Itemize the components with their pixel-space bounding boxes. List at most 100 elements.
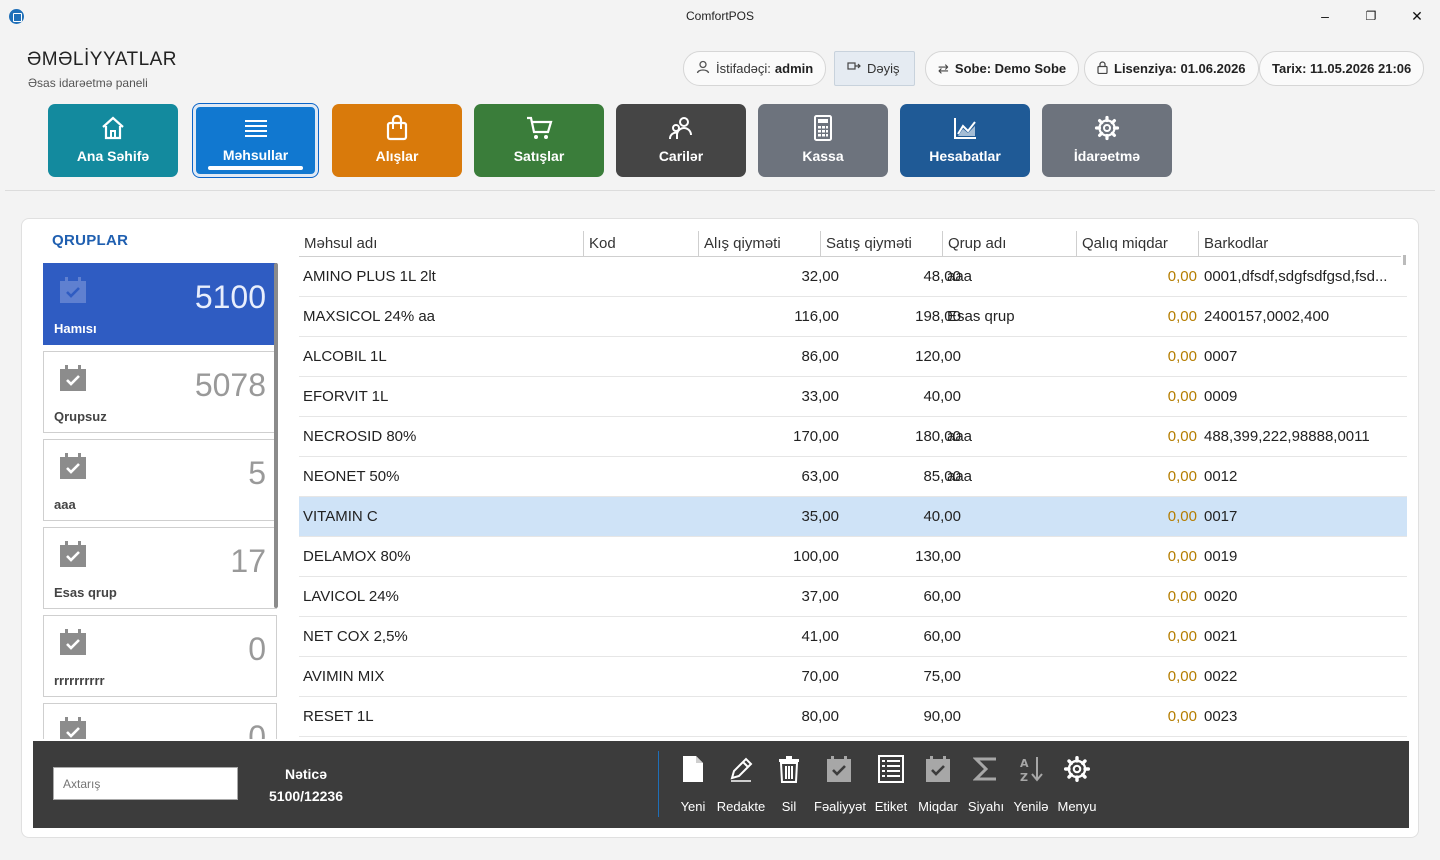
date-label: Tarix: 11.05.2026 21:06 [1272, 61, 1412, 76]
tool-label: Fəaliyyət [814, 799, 867, 814]
tool-button-1[interactable]: Redakte [716, 753, 766, 814]
swap-icon: ⇄ [938, 60, 949, 76]
group-name: aaa [54, 497, 76, 512]
group-name: Qrupsuz [54, 409, 107, 424]
table-row[interactable]: AMINO PLUS 1L 2lt 32,00 48,00 aaa 0,00 0001,d… [299, 257, 1407, 297]
table-cell [588, 617, 700, 657]
table-row[interactable]: MAXSICOL 24% aa 116,00 198,00 Esas qrup 0,00… [299, 297, 1407, 337]
group-count: 17 [230, 543, 266, 579]
table-cell: 75,00 [923, 668, 961, 685]
group-card[interactable]: 0 [43, 703, 277, 739]
table-cell: AMINO PLUS 1L 2lt [303, 268, 436, 285]
change-user-button[interactable]: Dəyiş [834, 51, 915, 86]
nav-tile-4[interactable]: Carilər [616, 104, 746, 177]
table-cell [588, 657, 700, 697]
chart-icon [900, 115, 1030, 141]
table-row[interactable]: NEONET 50% 63,00 85,00 aaa 0,00 0012 [299, 457, 1407, 497]
table-cell: NECROSID 80% [303, 428, 417, 445]
column-header[interactable]: Qrup adı [942, 231, 1076, 257]
table-cell: Esas qrup [947, 308, 1015, 325]
table-cell [588, 577, 700, 617]
table-row[interactable]: NET COX 2,5% 41,00 60,00 0,00 0021 [299, 617, 1407, 657]
tool-label: Sil [781, 799, 797, 814]
group-card[interactable]: 5 aaa [43, 439, 277, 521]
table-cell: 100,00 [793, 548, 839, 565]
table-cell [947, 697, 1077, 737]
nav-tile-7[interactable]: İdarəetmə [1042, 104, 1172, 177]
table-cell: 86,00 [801, 348, 839, 365]
table-cell: 60,00 [923, 628, 961, 645]
table-cell: 35,00 [801, 508, 839, 525]
table-row[interactable]: RESET 1L 80,00 90,00 0,00 0023 [299, 697, 1407, 737]
calendar-check-icon [814, 753, 864, 785]
table-row[interactable]: VITAMIN C 35,00 40,00 0,00 0017 [299, 497, 1407, 537]
tool-button-4[interactable]: Etiket [866, 753, 916, 814]
table-cell: 32,00 [801, 268, 839, 285]
groups-title: QRUPLAR [52, 232, 129, 249]
table-cell: aaa [947, 428, 973, 445]
table-cell: 0,00 [1167, 428, 1197, 445]
user-chip[interactable]: İstifadəçi: admin [683, 51, 827, 86]
tool-label: Menyu [1057, 799, 1097, 814]
table-cell [947, 537, 1077, 577]
table-cell: RESET 1L [303, 708, 374, 725]
nav-tile-2[interactable]: Alışlar [332, 104, 462, 177]
tool-button-2[interactable]: Sil [764, 753, 814, 814]
search-input[interactable] [53, 767, 238, 800]
group-card[interactable]: 17 Esas qrup [43, 527, 277, 609]
products-panel: QRUPLAR 5100 Hamısı 5078 Qrupsuz 5 aaa 17 Esas … [21, 218, 1419, 838]
table-cell [588, 417, 700, 457]
table-cell: 180,00 [915, 428, 961, 445]
nav-tile-5[interactable]: Kassa [758, 104, 888, 177]
tool-button-7[interactable]: A Z Yenilə [1006, 753, 1056, 814]
table-cell [588, 457, 700, 497]
table-cell: 0017 [1204, 508, 1238, 525]
table-row[interactable]: EFORVIT 1L 33,00 40,00 0,00 0009 [299, 377, 1407, 417]
table-row[interactable]: NECROSID 80% 170,00 180,00 aaa 0,00 488,399,2… [299, 417, 1407, 457]
pencil-icon [716, 753, 766, 785]
switch-user-icon [847, 61, 861, 76]
column-header[interactable]: Satış qiyməti [820, 231, 942, 257]
table-cell [588, 537, 700, 577]
column-header[interactable]: Barkodlar [1198, 231, 1401, 257]
nav-tile-1[interactable]: Məhsullar [193, 104, 318, 177]
group-card[interactable]: 0 rrrrrrrrrr [43, 615, 277, 697]
table-cell: 48,00 [923, 268, 961, 285]
column-header[interactable]: Alış qiyməti [698, 231, 820, 257]
column-header[interactable]: Qalıq miqdar [1076, 231, 1198, 257]
table-cell: 0022 [1204, 668, 1238, 685]
maximize-button[interactable]: ❐ [1365, 9, 1377, 23]
column-header[interactable]: Məhsul adı [304, 235, 378, 252]
tool-button-0[interactable]: Yeni [668, 753, 718, 814]
table-row[interactable]: AVIMIN MIX 70,00 75,00 0,00 0022 [299, 657, 1407, 697]
tool-button-3[interactable]: Fəaliyyət [814, 753, 867, 814]
table-row[interactable]: LAVICOL 24% 37,00 60,00 0,00 0020 [299, 577, 1407, 617]
people-icon [616, 115, 746, 141]
tool-button-5[interactable]: Miqdar [913, 753, 963, 814]
minimize-button[interactable]: – [1321, 8, 1329, 24]
groups-scrollbar[interactable] [274, 263, 278, 608]
close-button[interactable]: ✕ [1411, 7, 1423, 24]
table-row[interactable]: ALCOBIL 1L 86,00 120,00 0,00 0007 [299, 337, 1407, 377]
tool-button-6[interactable]: Siyahı [961, 753, 1011, 814]
tool-label: Yenilə [1013, 799, 1049, 814]
nav-tile-3[interactable]: Satışlar [474, 104, 604, 177]
table-scrollbar[interactable] [1403, 255, 1406, 265]
calendar-check-icon [59, 540, 87, 568]
tool-button-8[interactable]: Menyu [1052, 753, 1102, 814]
table-cell: 0,00 [1167, 348, 1197, 365]
group-card[interactable]: 5100 Hamısı [43, 263, 277, 345]
table-row[interactable]: DELAMOX 80% 100,00 130,00 0,00 0019 [299, 537, 1407, 577]
table-cell: EFORVIT 1L [303, 388, 389, 405]
gear-icon [1052, 753, 1102, 785]
branch-chip[interactable]: ⇄ Sobe: Demo Sobe [925, 51, 1080, 86]
calendar-check-icon [59, 364, 87, 392]
group-card[interactable]: 5078 Qrupsuz [43, 351, 277, 433]
nav-tile-6[interactable]: Hesabatlar [900, 104, 1030, 177]
table-cell: 0007 [1204, 348, 1238, 365]
nav-tile-0[interactable]: Ana Səhifə [48, 104, 178, 177]
column-header[interactable]: Kod [583, 231, 698, 257]
tool-label: Etiket [874, 799, 908, 814]
table-cell [588, 497, 700, 537]
